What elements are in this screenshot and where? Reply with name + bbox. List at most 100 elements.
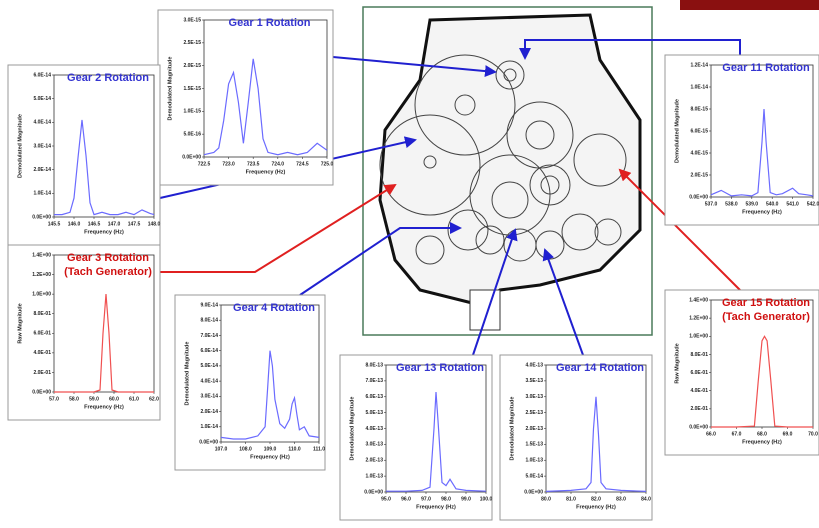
chart-title: Gear 2 Rotation	[67, 72, 149, 84]
y-tick-label: 2.5E-13	[525, 410, 543, 416]
x-tick-label: 724.0	[272, 161, 285, 167]
chart-panel: 0.0E+00 2.0E-15 4.0E-15 6.0E-15 8.0E-15 1.0E-…	[664, 54, 819, 226]
y-axis-label: Raw Magnitude	[674, 343, 680, 383]
x-tick-label: 723.5	[247, 161, 260, 167]
y-axis-label: Demodulated Magnitude	[349, 397, 355, 461]
chart-subtitle: (Tach Generator)	[64, 266, 152, 278]
y-tick-label: 2.5E-15	[183, 40, 201, 46]
y-tick-label: 8.0E-15	[690, 106, 708, 112]
x-axis-label: Frequency (Hz)	[416, 504, 456, 510]
chart-panel: 0.0E+00 1.0E-13 2.0E-13 3.0E-13 4.0E-13 5.0E-…	[339, 354, 493, 521]
gearbox-diagram	[362, 6, 653, 336]
chart-title: Gear 4 Rotation	[233, 302, 315, 314]
panel-frame	[174, 294, 326, 471]
x-tick-label: 146.0	[68, 221, 81, 227]
x-tick-label: 107.0	[215, 446, 228, 452]
y-tick-label: 5.0E-14	[525, 473, 543, 479]
chart-panel: 0.0E+00 2.0E-01 4.0E-01 6.0E-01 8.0E-01 1.0E+…	[7, 244, 161, 421]
y-tick-label: 7.0E-14	[200, 333, 218, 339]
spectrum-line	[203, 58, 328, 156]
x-tick-label: 84.0	[641, 496, 651, 502]
y-axis-label: Demodulated Magnitude	[674, 99, 680, 163]
y-tick-label: 1.5E-13	[525, 442, 543, 448]
x-tick-label: 69.0	[783, 431, 793, 437]
y-tick-label: 8.0E-14	[200, 318, 218, 324]
chart-subtitle: (Tach Generator)	[722, 311, 810, 323]
x-axis-label: Frequency (Hz)	[250, 454, 290, 460]
y-tick-label: 1.2E+00	[689, 315, 708, 321]
y-tick-label: 3.0E-13	[365, 442, 383, 448]
x-tick-label: 538.0	[725, 201, 738, 207]
x-tick-label: 725.0	[321, 161, 334, 167]
y-tick-label: 2.0E-01	[33, 370, 51, 376]
y-tick-label: 2.0E-14	[33, 167, 51, 173]
y-tick-label: 1.0E-14	[33, 191, 51, 197]
x-axis-label: Frequency (Hz)	[576, 504, 616, 510]
y-tick-label: 1.0E-14	[690, 84, 708, 90]
x-tick-label: 62.0	[149, 396, 159, 402]
chart-title: Gear 11 Rotation	[722, 62, 810, 74]
y-tick-label: 6.0E-14	[33, 72, 51, 78]
x-tick-label: 61.0	[129, 396, 139, 402]
y-tick-label: 2.0E-13	[365, 458, 383, 464]
y-tick-label: 5.0E-16	[183, 131, 201, 137]
y-tick-label: 1.5E-15	[183, 86, 201, 92]
y-tick-label: 2.0E-13	[525, 426, 543, 432]
y-tick-label: 1.0E-13	[365, 473, 383, 479]
spectrum-line	[710, 108, 814, 197]
y-tick-label: 0.0E+00	[32, 389, 51, 395]
y-tick-label: 1.0E-14	[200, 424, 218, 430]
y-tick-label: 8.0E-13	[365, 362, 383, 368]
y-tick-label: 5.0E-14	[33, 96, 51, 102]
chart-title: Gear 3 Rotation	[67, 252, 149, 264]
y-tick-label: 1.0E-15	[183, 109, 201, 115]
x-tick-label: 146.5	[88, 221, 101, 227]
panel-frame	[339, 354, 493, 521]
y-tick-label: 5.0E-13	[365, 410, 383, 416]
y-tick-label: 1.2E+00	[32, 272, 51, 278]
y-axis-label: Demodulated Magnitude	[184, 342, 190, 406]
x-tick-label: 97.0	[421, 496, 431, 502]
x-tick-label: 540.0	[766, 201, 779, 207]
panel-frame	[499, 354, 653, 521]
y-tick-label: 0.0E+00	[524, 489, 543, 495]
y-tick-label: 1.4E+00	[32, 252, 51, 258]
y-tick-label: 1.0E+00	[32, 291, 51, 297]
x-tick-label: 147.0	[108, 221, 121, 227]
y-tick-label: 3.0E-14	[200, 394, 218, 400]
x-tick-label: 67.0	[732, 431, 742, 437]
x-tick-label: 111.0	[313, 446, 325, 452]
spectrum-line	[54, 294, 154, 393]
y-tick-label: 6.0E-15	[690, 128, 708, 134]
y-tick-label: 1.0E+00	[689, 334, 708, 340]
x-tick-label: 95.0	[381, 496, 391, 502]
y-tick-label: 2.0E-14	[200, 409, 218, 415]
y-tick-label: 0.0E+00	[689, 194, 708, 200]
x-axis-label: Frequency (Hz)	[84, 404, 124, 410]
y-tick-label: 6.0E-14	[200, 348, 218, 354]
x-tick-label: 60.0	[109, 396, 119, 402]
x-tick-label: 80.0	[541, 496, 551, 502]
y-tick-label: 0.0E+00	[689, 424, 708, 430]
x-axis-label: Frequency (Hz)	[84, 229, 124, 235]
chart-title: Gear 13 Rotation	[396, 362, 484, 374]
y-tick-label: 6.0E-13	[365, 394, 383, 400]
x-axis-label: Frequency (Hz)	[742, 209, 782, 215]
x-tick-label: 57.0	[49, 396, 59, 402]
y-tick-label: 1.0E-13	[525, 458, 543, 464]
x-tick-label: 145.5	[48, 221, 61, 227]
x-tick-label: 100.0	[480, 496, 493, 502]
x-tick-label: 58.0	[69, 396, 79, 402]
y-tick-label: 0.0E+00	[199, 439, 218, 445]
x-tick-label: 541.0	[786, 201, 799, 207]
chart-panel: 0.0E+00 2.0E-01 4.0E-01 6.0E-01 8.0E-01 1.0E+…	[664, 289, 819, 456]
y-tick-label: 1.2E-14	[690, 62, 708, 68]
y-tick-label: 6.0E-01	[33, 331, 51, 337]
y-axis-label: Raw Magnitude	[17, 303, 23, 343]
x-tick-label: 70.0	[808, 431, 818, 437]
chart-panel: 0.0E+00 5.0E-16 1.0E-15 1.5E-15 2.0E-15 2.5E-…	[157, 9, 334, 186]
banner	[680, 0, 819, 10]
panel-frame	[7, 244, 161, 421]
y-tick-label: 0.0E+00	[182, 154, 201, 160]
x-tick-label: 722.5	[198, 161, 211, 167]
